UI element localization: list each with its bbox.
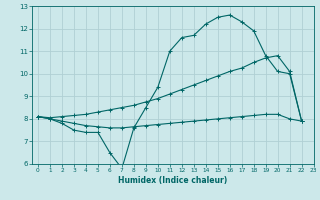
X-axis label: Humidex (Indice chaleur): Humidex (Indice chaleur): [118, 176, 228, 185]
